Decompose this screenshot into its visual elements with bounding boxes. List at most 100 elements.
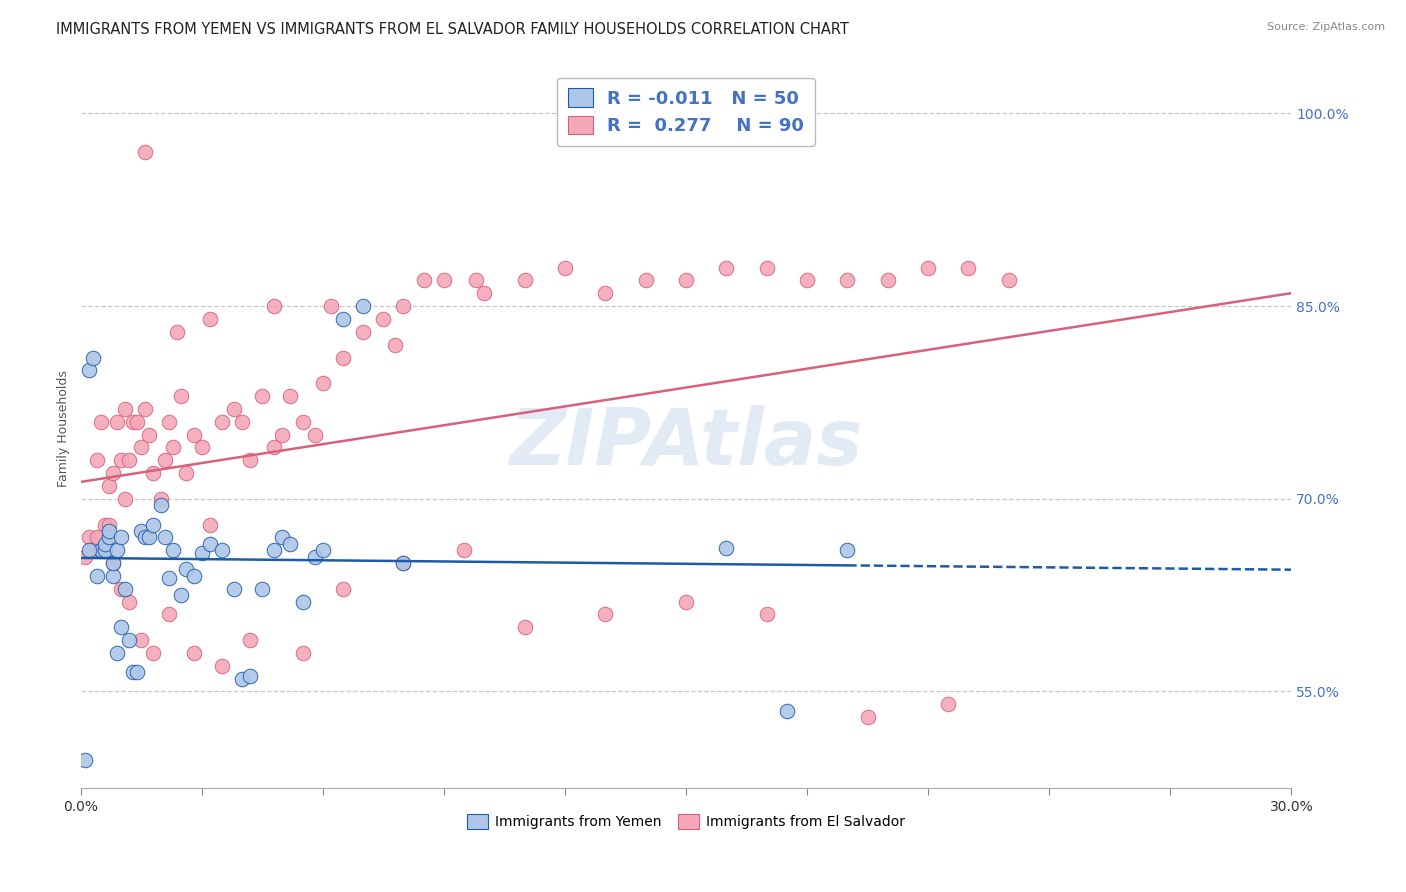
Point (77, 530, 100, 544)
Point (776, 704, 799, 718)
Text: Source: ZipAtlas.com: Source: ZipAtlas.com (1267, 22, 1385, 32)
Point (433, 273, 456, 287)
Point (716, 260, 738, 275)
Point (110, 530, 132, 544)
Point (77, 363, 100, 377)
Point (876, 273, 898, 287)
Point (183, 646, 205, 660)
Point (105, 415, 128, 429)
Point (280, 537, 302, 551)
Point (142, 466, 165, 480)
Point (239, 633, 262, 648)
Point (675, 273, 697, 287)
Point (155, 530, 177, 544)
Point (250, 582, 273, 596)
Point (94, 543, 117, 558)
Point (250, 389, 273, 403)
Point (936, 698, 959, 712)
Point (856, 710, 879, 724)
Point (127, 415, 149, 429)
Point (118, 453, 141, 467)
Point (373, 312, 395, 326)
Point (716, 541, 738, 555)
Point (593, 607, 616, 622)
Point (198, 312, 221, 326)
Point (634, 273, 657, 287)
Point (796, 273, 818, 287)
Point (118, 633, 141, 648)
Point (222, 401, 245, 416)
Point (142, 517, 165, 532)
Point (134, 145, 156, 159)
Point (138, 530, 160, 544)
Point (150, 491, 173, 506)
Point (97, 479, 120, 493)
Point (101, 569, 124, 583)
Point (755, 260, 778, 275)
Point (211, 415, 233, 429)
Point (90, 543, 112, 558)
Point (755, 607, 778, 622)
Point (291, 415, 314, 429)
Point (231, 672, 253, 686)
Point (82, 543, 104, 558)
Point (190, 546, 212, 560)
Point (174, 562, 197, 576)
Point (82, 351, 104, 365)
Point (174, 466, 197, 480)
Point (101, 556, 124, 570)
Point (118, 594, 141, 608)
Point (263, 299, 285, 313)
Point (304, 549, 326, 564)
Point (86, 569, 108, 583)
Point (675, 594, 697, 608)
Point (94, 537, 117, 551)
Point (190, 441, 212, 455)
Legend: Immigrants from Yemen, Immigrants from El Salvador: Immigrants from Yemen, Immigrants from E… (461, 809, 910, 835)
Text: IMMIGRANTS FROM YEMEN VS IMMIGRANTS FROM EL SALVADOR FAMILY HOUSEHOLDS CORRELATI: IMMIGRANTS FROM YEMEN VS IMMIGRANTS FROM… (56, 22, 849, 37)
Point (332, 312, 354, 326)
Point (127, 665, 149, 680)
Point (593, 286, 616, 301)
Point (90, 415, 112, 429)
Point (101, 466, 124, 480)
Point (472, 286, 495, 301)
Point (239, 453, 262, 467)
Point (129, 633, 152, 648)
Point (513, 620, 536, 634)
Point (312, 376, 335, 391)
Point (138, 427, 160, 442)
Point (105, 646, 128, 660)
Point (73, 753, 96, 767)
Point (392, 556, 415, 570)
Point (280, 389, 302, 403)
Point (101, 556, 124, 570)
Point (263, 441, 285, 455)
Point (412, 273, 434, 287)
Point (134, 401, 156, 416)
Point (222, 582, 245, 596)
Point (129, 441, 152, 455)
Point (263, 543, 285, 558)
Text: ZIPAtlas: ZIPAtlas (509, 405, 863, 481)
Point (170, 588, 193, 602)
Point (94, 517, 117, 532)
Point (90, 543, 112, 558)
Point (162, 441, 184, 455)
Point (110, 453, 132, 467)
Point (162, 543, 184, 558)
Point (122, 415, 145, 429)
Point (142, 646, 165, 660)
Point (114, 582, 136, 596)
Point (198, 517, 221, 532)
Point (166, 325, 188, 339)
Y-axis label: Family Households: Family Households (58, 370, 70, 487)
Point (352, 299, 374, 313)
Point (837, 273, 859, 287)
Point (554, 260, 576, 275)
Point (86, 453, 108, 467)
Point (97, 524, 120, 538)
Point (392, 299, 415, 313)
Point (110, 620, 132, 634)
Point (129, 524, 152, 538)
